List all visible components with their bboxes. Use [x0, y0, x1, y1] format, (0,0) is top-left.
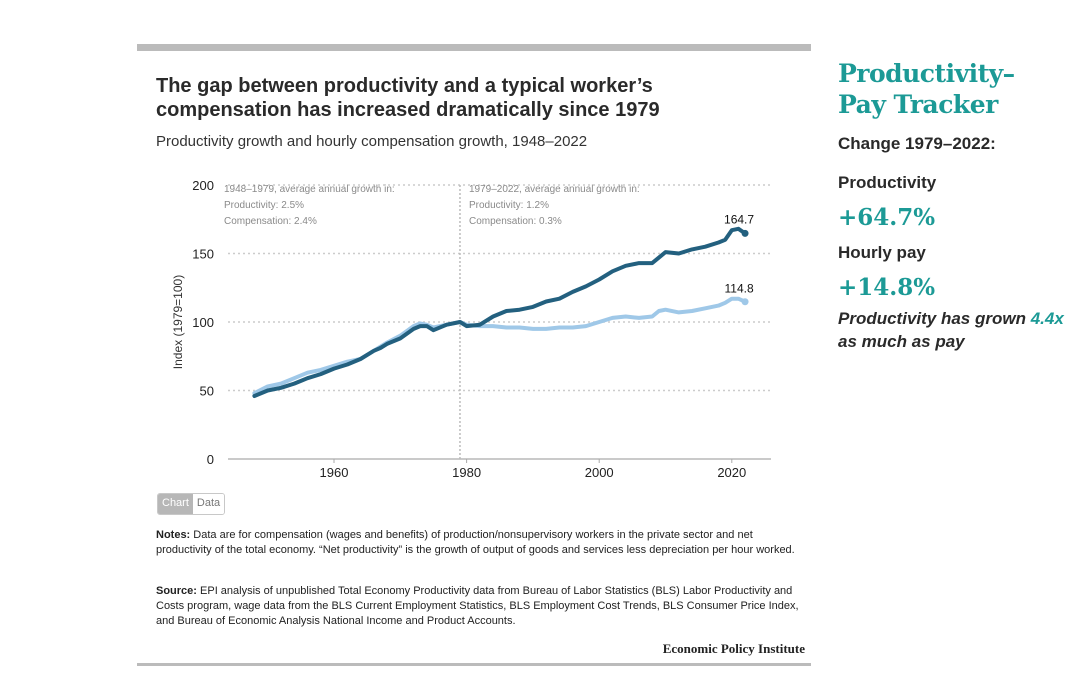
hourly-pay-change-value: +14.8%: [838, 274, 936, 301]
productivity-end-label: 164.7: [724, 212, 754, 226]
annotation-text: Productivity: 2.5%: [224, 200, 304, 211]
source-text: EPI analysis of unpublished Total Econom…: [156, 585, 799, 627]
line-chart: 0 50 100 150 200 1960 1980 2000 2020 Index (1979=…: [171, 178, 771, 480]
notes-label: Notes:: [156, 529, 191, 541]
chart-title: The gap between productivity and a typic…: [156, 75, 660, 121]
productivity-line: [252, 226, 748, 398]
hourly-pay-label: Hourly pay: [838, 243, 926, 262]
chart-source: Source: EPI analysis of unpublished Tota…: [156, 584, 806, 629]
y-tick-label: 200: [192, 178, 214, 193]
summary-text-post: as much as pay: [838, 332, 965, 351]
productivity-line-end-marker: [741, 229, 749, 237]
annotation-text: Compensation: 0.3%: [469, 216, 562, 227]
x-tick-label: 1980: [452, 465, 481, 480]
y-tick-label: 150: [192, 247, 214, 262]
tracker-title-line2: Pay Tracker: [838, 90, 998, 119]
compensation-line: [252, 296, 748, 396]
change-period-label: Change 1979–2022:: [838, 134, 996, 153]
x-tick-label: 2020: [717, 465, 746, 480]
top-border: [137, 44, 811, 51]
source-label: Source:: [156, 585, 197, 597]
summary-highlight: 4.4x: [1030, 309, 1064, 328]
brand-logo: Economic Policy Institute: [662, 641, 805, 656]
summary-statement: Productivity has grown 4.4x as much as p…: [838, 307, 1068, 353]
x-tick-label: 2000: [585, 465, 614, 480]
chart-tab[interactable]: Chart: [158, 494, 193, 514]
tracker-title-line1: Productivity–: [838, 59, 1015, 88]
y-tick-label: 100: [192, 315, 214, 330]
annotation-text: Compensation: 2.4%: [224, 216, 317, 227]
data-tab[interactable]: Data: [192, 494, 225, 514]
compensation-line-end-marker: [741, 298, 749, 306]
chart-notes: Notes: Data are for compensation (wages …: [156, 528, 796, 558]
y-axis-label: Index (1979=100): [171, 275, 185, 369]
bottom-border: [137, 663, 811, 666]
notes-text: Data are for compensation (wages and ben…: [156, 529, 795, 556]
compensation-end-label: 114.8: [724, 282, 753, 296]
view-toggle[interactable]: Chart Data: [157, 493, 226, 515]
x-tick-label: 1960: [320, 465, 349, 480]
summary-text-pre: Productivity has grown: [838, 309, 1031, 328]
tracker-title: Productivity– Pay Tracker: [838, 58, 1068, 120]
y-tick-label: 50: [200, 384, 214, 399]
productivity-change-value: +64.7%: [838, 204, 936, 231]
y-tick-label: 0: [207, 452, 214, 467]
tracker-sidebar: Productivity– Pay Tracker Change 1979–20…: [838, 58, 1068, 353]
annotation-text: 1979–2022, average annual growth in:: [469, 184, 640, 195]
chart-subtitle: Productivity growth and hourly compensat…: [156, 133, 588, 150]
productivity-label: Productivity: [838, 173, 937, 192]
annotation-text: 1948–1979, average annual growth in:: [224, 184, 395, 195]
chart-card: The gap between productivity and a typic…: [137, 44, 811, 668]
annotation-text: Productivity: 1.2%: [469, 200, 549, 211]
